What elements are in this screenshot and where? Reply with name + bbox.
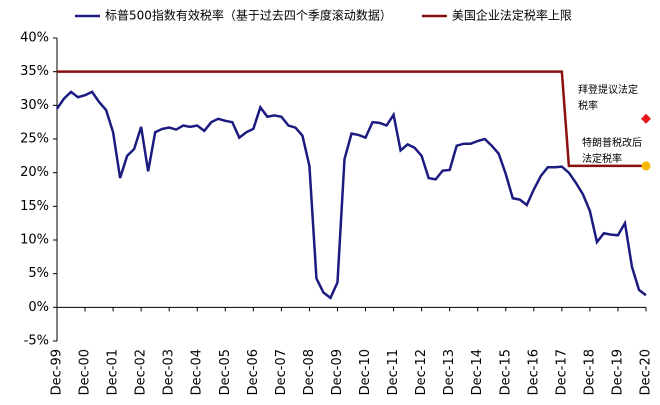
x-tick-label: Dec-18 [582, 349, 597, 395]
series-line [57, 70, 646, 168]
series-line [55, 90, 647, 300]
x-tick-label: Dec-05 [218, 349, 233, 395]
x-tick-label: Dec-19 [610, 349, 625, 395]
x-tick-label: Dec-00 [78, 349, 93, 395]
y-tick-label: -5% [24, 334, 49, 349]
y-tick-label: 25% [20, 132, 49, 147]
y-tick-label: 5% [28, 266, 49, 281]
x-tick-label: Dec-04 [190, 349, 205, 395]
y-tick-label: 40% [20, 31, 49, 46]
x-tick-label: Dec-17 [554, 349, 569, 395]
y-tick-label: 10% [20, 233, 49, 248]
x-tick-label: Dec-01 [106, 349, 121, 395]
x-tick-label: Dec-09 [330, 349, 345, 395]
legend-label: 美国企业法定税率上限 [452, 8, 572, 23]
annotation-text: 税率 [578, 99, 598, 112]
y-tick-label: 20% [20, 165, 49, 180]
x-tick-label: Dec-20 [639, 349, 654, 395]
annotation-text: 拜登提议法定 [578, 83, 638, 96]
annotation-marker [641, 113, 651, 124]
y-tick-label: 15% [20, 199, 49, 214]
x-tick-label: Dec-16 [526, 349, 541, 395]
x-tick-label: Dec-07 [274, 349, 289, 395]
x-tick-label: Dec-12 [414, 349, 429, 395]
x-tick-label: Dec-13 [442, 349, 457, 395]
y-tick-label: 0% [28, 300, 49, 315]
x-tick-label: Dec-02 [134, 349, 149, 395]
x-tick-label: Dec-99 [50, 349, 65, 395]
legend-label: 标普500指数有效税率（基于过去四个季度滚动数据） [105, 8, 392, 23]
x-tick-label: Dec-06 [246, 349, 261, 395]
y-tick-label: 30% [20, 98, 49, 113]
x-tick-label: Dec-11 [386, 349, 401, 395]
x-tick-label: Dec-03 [162, 349, 177, 395]
y-tick-label: 35% [20, 64, 49, 79]
x-tick-label: Dec-14 [470, 349, 485, 395]
annotation-text: 特朗普税改后 [582, 136, 642, 149]
annotation-marker [641, 161, 651, 171]
x-tick-label: Dec-10 [358, 349, 373, 395]
x-tick-label: Dec-15 [498, 349, 513, 395]
annotation-text: 法定税率 [582, 152, 622, 165]
x-tick-label: Dec-08 [302, 349, 317, 395]
